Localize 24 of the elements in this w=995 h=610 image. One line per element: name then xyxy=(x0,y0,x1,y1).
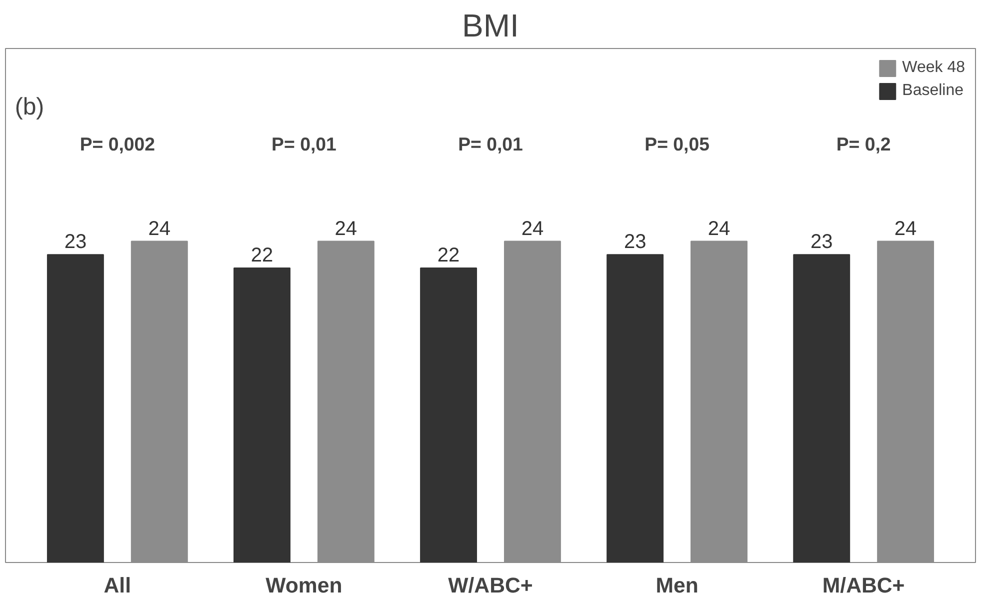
data-label: 24 xyxy=(334,218,358,240)
data-label: 23 xyxy=(64,231,87,254)
data-label: 24 xyxy=(521,218,544,240)
text: (b) xyxy=(14,93,44,120)
data-label: 22 xyxy=(437,244,460,267)
text: P= 0,05 xyxy=(644,134,710,155)
data-label: 24 xyxy=(894,218,917,240)
x-tick-label: W/ABC+ xyxy=(448,574,533,598)
legend-label: Baseline xyxy=(902,82,964,100)
x-tick-label: Men xyxy=(656,574,698,598)
text: P= 0,2 xyxy=(836,134,891,155)
chart-title: BMI xyxy=(462,8,519,44)
data-label: 24 xyxy=(148,218,171,240)
text: P= 0,01 xyxy=(458,134,523,155)
data-label: 22 xyxy=(250,244,274,267)
text: P= 0,002 xyxy=(80,134,156,155)
data-label: 23 xyxy=(810,231,833,254)
data-label: 23 xyxy=(624,231,646,254)
legend-label: Week 48 xyxy=(902,59,965,77)
x-tick-label: M/ABC+ xyxy=(822,574,905,598)
x-tick-label: Women xyxy=(266,574,342,598)
x-tick-label: All xyxy=(104,574,132,598)
data-label: 24 xyxy=(708,218,730,240)
text: P= 0,01 xyxy=(272,134,336,155)
